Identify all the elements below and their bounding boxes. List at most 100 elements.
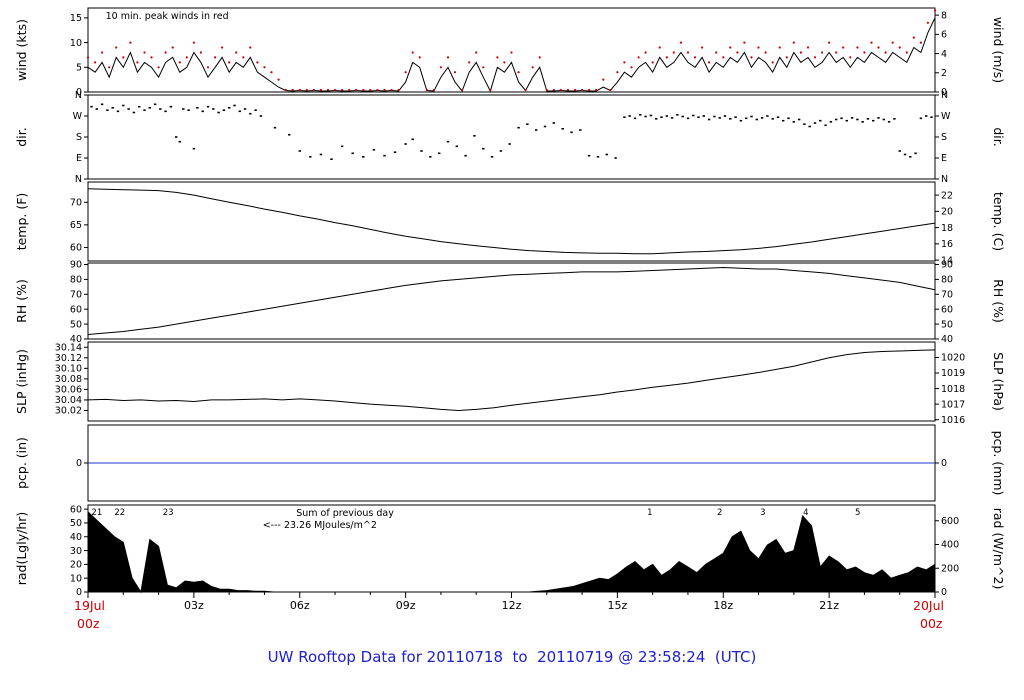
rad-ytick-label-right: 200 [941,563,959,574]
temp-axis-label-right: temp. (C) [991,192,1006,251]
rad-ytick-label-left: 60 [70,504,82,515]
rad-sum-marker: 22 [114,508,125,518]
slp-ytick-label-right: 1019 [941,368,965,379]
x-axis-end-date: 20Jul [913,598,944,613]
dir-axis-label-right: dir. [991,127,1006,146]
dir-ytick-label-right: N [941,174,948,185]
temp-ytick-label-left: 60 [70,243,82,254]
slp-ytick-label-right: 1016 [941,415,965,426]
wind-ytick-label-left: 0 [76,87,82,98]
x-tick-label: 03z [184,599,204,612]
rad-sum-marker: 23 [163,508,174,518]
x-axis-end-hour: 00z [920,616,943,631]
rh-series-relative-humidity [87,266,936,335]
rad-sum-marker: 3 [760,508,765,518]
slp-ytick-label-right: 1018 [941,384,965,395]
rh-ytick-label-right: 50 [941,319,953,330]
rh-axis-label-right: RH (%) [991,279,1006,323]
dir-frame [87,94,936,180]
slp-axis-label-right: SLP (hPa) [991,352,1006,411]
pcp-ytick-label-left: 0 [76,458,82,469]
x-tick-label: 18z [713,599,733,612]
panel-temp: 60 65 70 14 16 18 20 22 temp. (F) temp. (C) [14,181,1006,266]
wind-ytick-label-right: 6 [941,30,947,41]
x-tick-label: 09z [396,599,416,612]
rh-ytick-label-left: 90 [70,260,82,271]
wind-series-wind-speed [87,17,936,93]
rh-ytick-label-right: 90 [941,260,953,271]
wind-series-peak-wind [86,9,937,92]
wind-ytick-label-right: 2 [941,68,947,79]
rad-sum-marker: 21 [91,508,102,518]
panel-wind: 0 5 10 15 0 2 4 6 8 wind (kts) wind (m/s) 10 min. p… [14,7,1006,98]
rad-ytick-label-left: 0 [76,587,82,598]
slp-ytick-label-left: 30.06 [55,385,82,396]
slp-ytick-label-left: 30.04 [55,395,82,406]
slp-frame [87,341,936,422]
figure-title: UW Rooftop Data for 20110718 to 20110719… [267,648,757,666]
rh-ytick-label-right: 80 [941,275,953,286]
rh-ytick-label-right: 60 [941,304,953,315]
temp-ytick-label-right: 16 [941,239,953,250]
rh-ytick-label-left: 80 [70,275,82,286]
rad-ytick-label-left: 10 [70,573,82,584]
pcp-ytick-label-right: 0 [941,458,947,469]
temp-ytick-label-right: 18 [941,223,953,234]
rad-ytick-label-left: 20 [70,560,82,571]
x-tick-label: 06z [290,599,310,612]
rad-sum-marker: 5 [855,508,860,518]
dir-ytick-label-left: E [76,153,82,164]
rh-ytick-label-left: 50 [70,319,82,330]
temp-ytick-label-right: 20 [941,207,953,218]
panel-rh: 40 50 60 70 80 90 40 50 60 70 80 90 RH (%) RH (%) [14,260,1006,346]
dir-series-wind-direction [90,103,933,160]
rh-axis-label-left: RH (%) [14,279,29,323]
rad-axis-label-right: rad (W/m^2) [991,508,1006,590]
dir-ytick-label-right: N [941,90,948,101]
panel-pcp: 0 0 pcp. (in) pcp. (mm) [14,424,1006,502]
dir-ytick-label-left: N [75,174,82,185]
dir-ytick-label-right: S [941,132,947,143]
slp-ytick-label-left: 30.10 [55,364,82,375]
wind-ytick-label-left: 10 [70,38,82,49]
rh-ytick-label-left: 70 [70,289,82,300]
dir-ytick-label-right: E [941,153,947,164]
x-axis-start-hour: 00z [77,616,100,631]
rad-ytick-label-left: 40 [70,532,82,543]
rad-ytick-label-right: 400 [941,540,959,551]
rh-ytick-label-right: 40 [941,334,953,345]
dir-ytick-label-right: W [941,111,951,122]
dir-ytick-label-left: N [75,90,82,101]
rad-ytick-label-right: 600 [941,516,959,527]
rad-annotation: <--- 23.26 MJoules/m^2 [263,520,377,531]
slp-ytick-label-right: 1020 [941,353,965,364]
rad-ytick-label-left: 50 [70,518,82,529]
slp-ytick-label-right: 1017 [941,399,965,410]
temp-series-temperature [87,188,936,255]
x-tick-label: 21z [819,599,839,612]
wind-axis-label-left: wind (kts) [14,19,29,81]
x-tick-label: 15z [607,599,627,612]
slp-ytick-label-left: 30.14 [55,342,82,353]
wind-ytick-label-left: 5 [76,62,82,73]
temp-ytick-label-left: 70 [70,198,82,209]
rad-series-solar-radiation [87,510,936,594]
wind-ytick-label-right: 0 [941,87,947,98]
rad-sum-marker: 4 [803,508,808,518]
wind-ytick-label-right: 4 [941,49,947,60]
temp-ytick-label-right: 14 [941,255,953,266]
slp-axis-label-left: SLP (inHg) [14,349,29,414]
rad-ytick-label-left: 30 [70,546,82,557]
rad-ytick-label-right: 0 [941,587,947,598]
x-axis-start-date: 19Jul [74,598,105,613]
wind-ytick-label-left: 15 [70,13,82,24]
slp-ytick-label-left: 30.12 [55,353,82,364]
wind-frame [87,7,936,93]
temp-axis-label-left: temp. (F) [14,193,29,251]
temp-ytick-label-left: 65 [70,220,82,231]
